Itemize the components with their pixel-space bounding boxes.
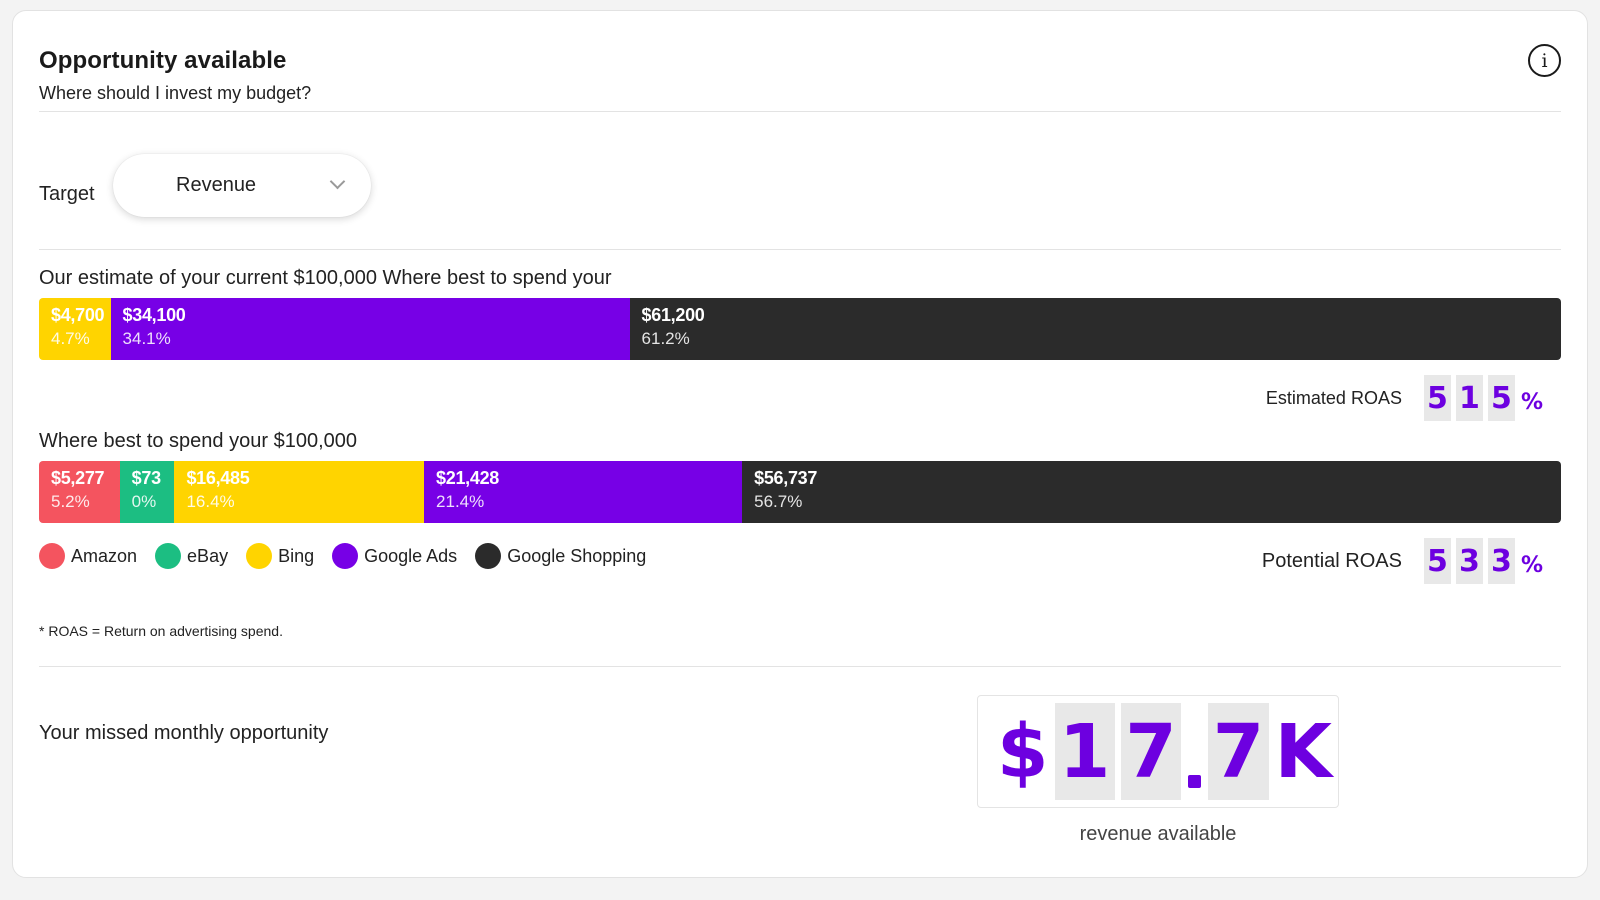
roas-footnote: * ROAS = Return on advertising spend. <box>39 623 283 639</box>
opportunity-digit: 7 <box>1120 703 1182 800</box>
roas-percent-sign: % <box>1520 552 1543 578</box>
bar-segment-amazon: $5,277 5.2% <box>39 461 120 523</box>
bar-segment-ebay: $73 0% <box>119 461 175 523</box>
bar-segment-google-shopping: $61,200 61.2% <box>629 298 1561 360</box>
card-title: Opportunity available <box>39 47 287 74</box>
bar-segment-bing: $4,700 4.7% <box>39 298 111 360</box>
segment-amount: $4,700 <box>51 305 105 325</box>
opportunity-card: Opportunity available Where should I inv… <box>12 10 1588 878</box>
opportunity-currency: $ <box>997 708 1049 795</box>
segment-percent: 5.2% <box>51 492 90 511</box>
missed-opportunity-label: Your missed monthly opportunity <box>39 722 329 744</box>
segment-amount: $5,277 <box>51 468 105 488</box>
segment-amount: $21,428 <box>436 468 499 488</box>
potential-roas-label: Potential ROAS <box>1261 549 1402 572</box>
best-spend-bar: $5,277 5.2% $73 0% $16,485 16.4% $21,428 21.4% $… <box>39 461 1561 523</box>
legend-label: Amazon <box>71 545 138 566</box>
chevron-down-icon <box>329 173 346 190</box>
roas-digit: 5 <box>1423 375 1451 421</box>
segment-percent: 56.7% <box>754 492 803 511</box>
bar-segment-google-ads: $21,428 21.4% <box>424 461 743 523</box>
estimated-roas-label: Estimated ROAS <box>1265 387 1402 408</box>
segment-amount: $56,737 <box>754 468 818 488</box>
legend-dot-icon <box>246 543 273 569</box>
divider <box>39 666 1561 667</box>
roas-digit: 3 <box>1455 538 1483 584</box>
current-spend-bar: $4,700 4.7% $34,100 34.1% $61,200 61.2% <box>39 298 1561 360</box>
legend-item-bing: Bing <box>246 543 314 569</box>
target-label: Target <box>39 183 95 205</box>
info-icon[interactable]: i <box>1528 44 1561 77</box>
card-content: Opportunity available Where should I inv… <box>39 11 1561 877</box>
bar-segment-bing: $16,485 16.4% <box>174 461 425 523</box>
segment-amount: $61,200 <box>641 305 705 325</box>
segment-percent: 4.7% <box>51 329 90 348</box>
divider <box>39 111 1561 112</box>
legend-label: eBay <box>187 545 229 566</box>
bar-segment-google-shopping: $56,737 56.7% <box>742 461 1561 523</box>
legend-item-ebay: eBay <box>155 543 228 569</box>
opportunity-digit: 7 <box>1208 703 1269 800</box>
segment-percent: 16.4% <box>186 492 235 511</box>
segment-amount: $34,100 <box>122 305 186 325</box>
target-dropdown[interactable]: Revenue <box>113 154 371 217</box>
legend-dot-icon <box>155 543 182 569</box>
roas-digit: 5 <box>1423 538 1451 584</box>
opportunity-decimal-point <box>1187 703 1202 800</box>
roas-digit: 3 <box>1487 538 1515 584</box>
legend-label: Google Shopping <box>507 545 647 566</box>
legend-dot-icon <box>475 543 502 569</box>
missed-opportunity-caption: revenue available <box>1079 823 1237 845</box>
divider <box>39 249 1561 250</box>
roas-percent-sign: % <box>1520 389 1543 415</box>
current-spend-label: Our estimate of your current $100,000 Wh… <box>39 267 612 289</box>
potential-roas: Potential ROAS 5 3 3% <box>1262 538 1543 584</box>
opportunity-digit: 1 <box>1054 703 1115 800</box>
segment-percent: 34.1% <box>122 329 171 348</box>
best-spend-label: Where best to spend your $100,000 <box>39 430 357 452</box>
legend-item-amazon: Amazon <box>39 543 137 569</box>
roas-digit: 5 <box>1487 375 1515 421</box>
bar-segment-google-ads: $34,100 34.1% <box>110 298 630 360</box>
segment-percent: 21.4% <box>436 492 485 511</box>
legend-dot-icon <box>39 543 65 569</box>
segment-amount: $16,485 <box>186 468 250 488</box>
target-dropdown-value: Revenue <box>176 174 257 196</box>
missed-opportunity-value: $1 7 7 K <box>977 695 1339 808</box>
legend-label: Google Ads <box>364 545 458 566</box>
opportunity-unit: K <box>1274 708 1333 795</box>
decimal-dot <box>1188 775 1202 788</box>
legend-dot-icon <box>332 543 359 569</box>
legend-label: Bing <box>278 545 315 566</box>
segment-amount: $73 <box>131 468 161 488</box>
segment-percent: 61.2% <box>641 329 690 348</box>
legend-item-google-ads: Google Ads <box>332 543 457 569</box>
legend-item-google-shopping: Google Shopping <box>475 543 646 569</box>
channel-legend: Amazon eBay Bing Google Ads Google Shopping <box>39 543 664 569</box>
estimated-roas: Estimated ROAS 5 1 5% <box>1266 375 1543 421</box>
segment-percent: 0% <box>131 492 157 511</box>
roas-digit: 1 <box>1455 375 1483 421</box>
card-subtitle: Where should I invest my budget? <box>39 83 312 103</box>
